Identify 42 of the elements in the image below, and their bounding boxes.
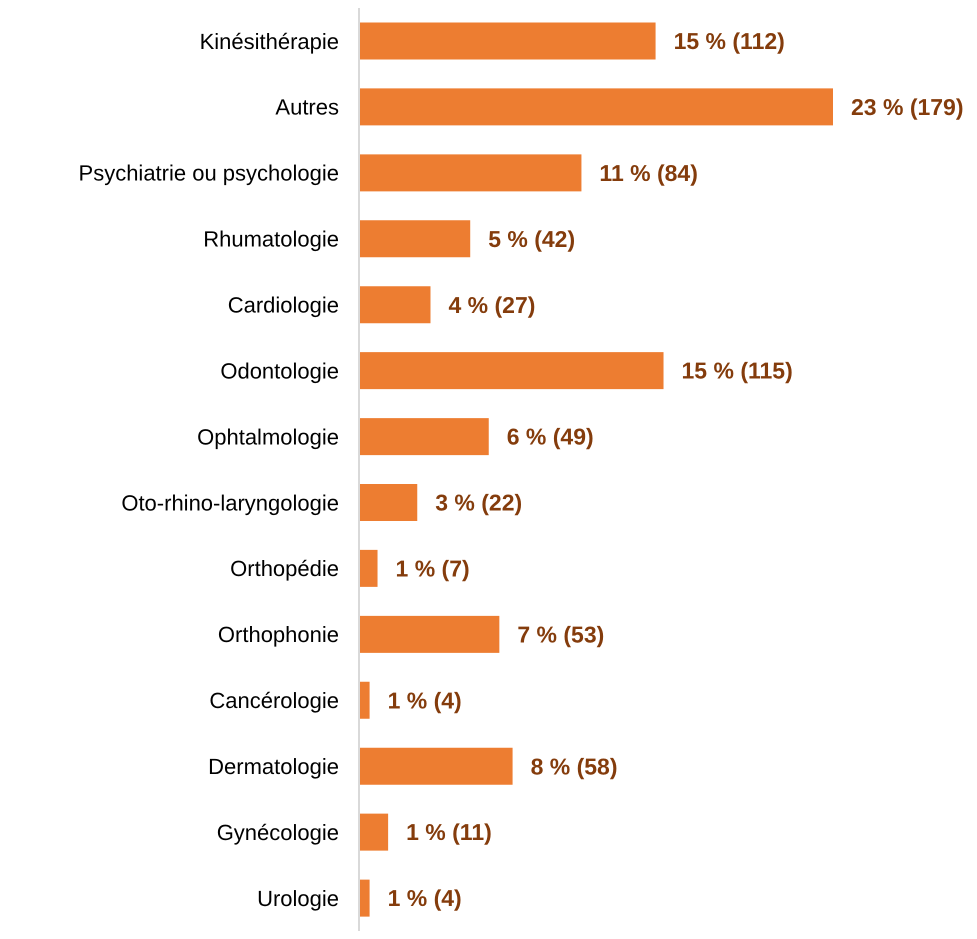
data-label: 1 % (4) [388, 885, 462, 912]
bar [359, 22, 656, 60]
bar [359, 352, 664, 390]
data-label: 15 % (112) [674, 28, 785, 54]
bar [359, 484, 418, 522]
data-label: 15 % (115) [682, 358, 793, 384]
y-tick-label: Oto-rhino-laryngologie [121, 490, 339, 516]
y-tick-label: Dermatologie [208, 754, 339, 779]
bar [359, 286, 430, 324]
data-label: 11 % (84) [599, 160, 698, 186]
data-label: 7 % (53) [517, 621, 604, 648]
bar [359, 220, 470, 258]
data-label: 23 % (179) [851, 94, 964, 120]
y-tick-label: Gynécologie [216, 820, 339, 845]
y-tick-label: Urologie [257, 886, 339, 911]
y-tick-label: Odontologie [220, 358, 339, 384]
bar [359, 880, 370, 917]
data-label: 1 % (11) [406, 819, 492, 846]
y-tick-label: Orthophonie [218, 622, 339, 648]
y-tick-label: Kinésithérapie [200, 28, 339, 54]
data-label: 3 % (22) [435, 490, 522, 516]
bar [359, 616, 500, 653]
bar [359, 88, 833, 126]
y-tick-label: Psychiatrie ou psychologie [78, 160, 339, 186]
data-label: 8 % (58) [530, 753, 618, 780]
data-label: 1 % (4) [388, 687, 462, 714]
y-tick-label: Orthopédie [230, 556, 339, 582]
bar [359, 814, 388, 851]
bar [359, 682, 370, 719]
y-tick-label: Cardiologie [228, 292, 339, 318]
bar [359, 154, 582, 192]
data-label: 4 % (27) [448, 292, 536, 318]
y-tick-label: Autres [275, 94, 339, 120]
data-label: 6 % (49) [506, 424, 594, 450]
y-tick-label: Ophtalmologie [197, 424, 339, 450]
y-tick-label: Cancérologie [209, 688, 339, 714]
y-tick-label: Rhumatologie [203, 226, 339, 252]
bar [359, 550, 378, 587]
bar [359, 418, 489, 456]
data-label: 5 % (42) [488, 226, 576, 252]
data-label: 1 % (7) [396, 555, 470, 582]
bar [359, 748, 513, 785]
